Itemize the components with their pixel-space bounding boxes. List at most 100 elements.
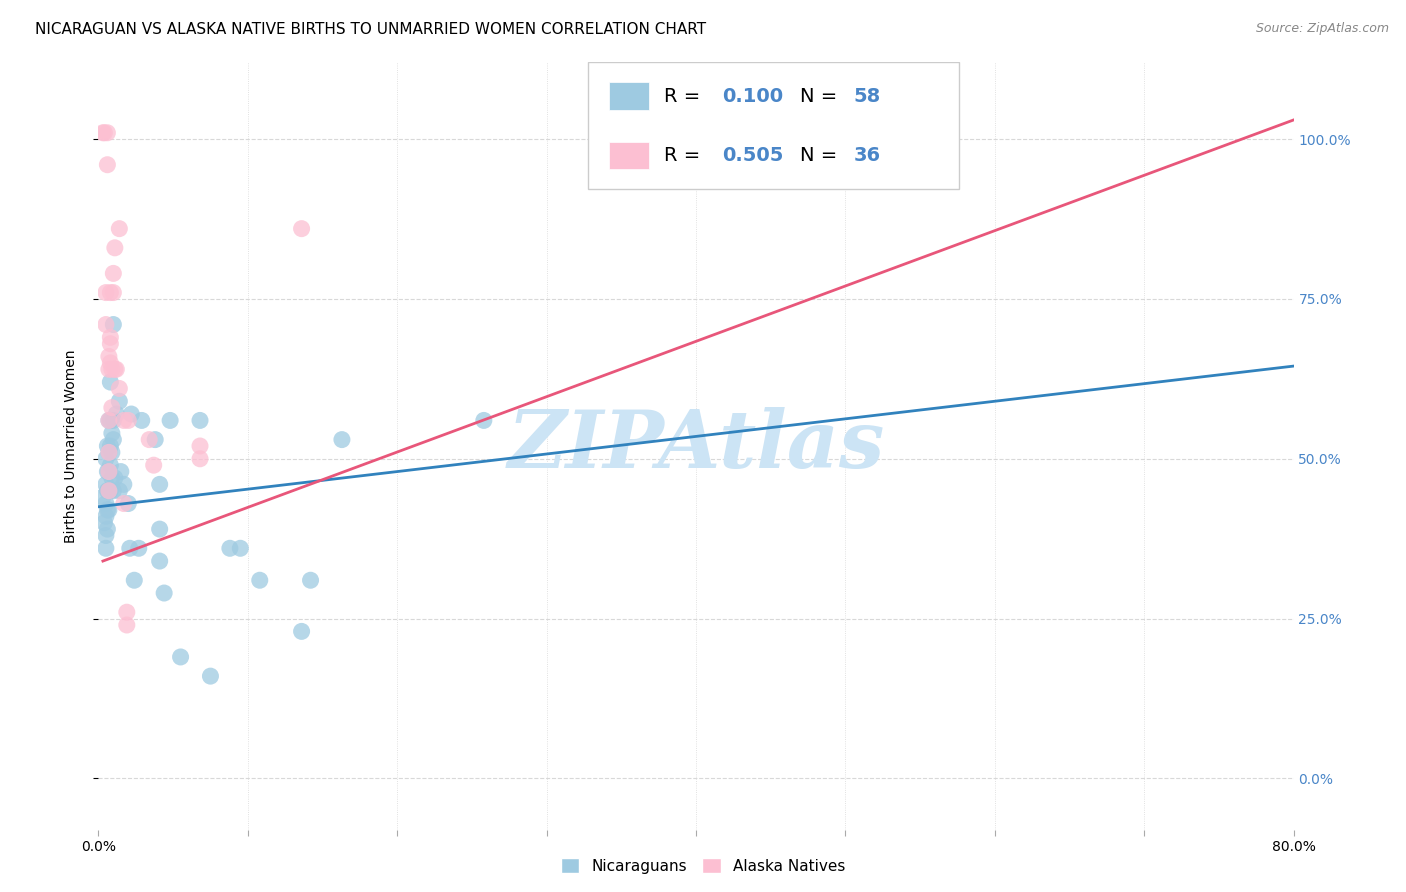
Point: [96, 522, 118, 536]
Point: [108, 483, 131, 498]
Point: [200, 669, 222, 683]
Point: [149, 522, 172, 536]
Point: [93, 516, 115, 530]
Y-axis label: Births to Unmarried Women: Births to Unmarried Women: [63, 350, 77, 542]
Point: [98, 356, 122, 370]
Point: [97, 413, 120, 427]
Point: [131, 413, 153, 427]
FancyBboxPatch shape: [609, 82, 650, 110]
Point: [97, 445, 120, 459]
Point: [229, 541, 252, 556]
Point: [112, 477, 135, 491]
Point: [94, 477, 117, 491]
Point: [97, 483, 120, 498]
Point: [98, 285, 122, 300]
Point: [108, 382, 131, 396]
Point: [101, 401, 124, 415]
Point: [219, 541, 242, 556]
Point: [115, 605, 138, 619]
Point: [105, 407, 128, 421]
Point: [97, 350, 120, 364]
FancyBboxPatch shape: [609, 142, 650, 169]
Text: N =: N =: [800, 146, 844, 165]
Point: [128, 541, 150, 556]
Point: [143, 433, 166, 447]
Point: [97, 465, 120, 479]
Point: [103, 483, 125, 498]
Point: [138, 433, 160, 447]
Point: [98, 330, 122, 344]
Point: [900, 126, 922, 140]
Point: [159, 413, 181, 427]
Point: [112, 496, 135, 510]
Point: [101, 362, 124, 376]
Text: NICARAGUAN VS ALASKA NATIVE BIRTHS TO UNMARRIED WOMEN CORRELATION CHART: NICARAGUAN VS ALASKA NATIVE BIRTHS TO UN…: [35, 22, 706, 37]
Point: [188, 451, 211, 466]
Point: [110, 465, 132, 479]
Point: [98, 439, 122, 453]
Point: [93, 126, 115, 140]
Point: [101, 471, 124, 485]
Point: [472, 413, 495, 427]
Point: [105, 362, 128, 376]
Text: 36: 36: [853, 146, 880, 165]
Point: [103, 413, 125, 427]
Point: [249, 573, 271, 587]
Point: [169, 649, 191, 664]
Point: [104, 471, 127, 485]
Point: [117, 496, 139, 510]
Text: 0.100: 0.100: [723, 87, 783, 105]
FancyBboxPatch shape: [589, 62, 959, 189]
Legend: Nicaraguans, Alaska Natives: Nicaraguans, Alaska Natives: [555, 852, 851, 880]
Text: R =: R =: [664, 87, 706, 105]
Point: [103, 285, 125, 300]
Point: [103, 266, 125, 280]
Point: [91, 126, 114, 140]
Text: 58: 58: [853, 87, 882, 105]
Point: [91, 490, 114, 504]
Point: [299, 573, 322, 587]
Text: N =: N =: [800, 87, 844, 105]
Point: [97, 465, 120, 479]
Point: [101, 426, 124, 441]
Point: [94, 528, 117, 542]
Point: [108, 221, 131, 235]
Point: [94, 451, 117, 466]
Point: [98, 375, 122, 389]
Text: 0.505: 0.505: [723, 146, 783, 165]
Point: [104, 362, 127, 376]
Point: [94, 541, 117, 556]
Point: [96, 503, 118, 517]
Text: ZIPAtlas: ZIPAtlas: [508, 408, 884, 484]
Point: [115, 618, 138, 632]
Point: [188, 439, 211, 453]
Point: [149, 477, 172, 491]
Point: [98, 336, 122, 351]
Point: [188, 413, 211, 427]
Point: [96, 465, 118, 479]
Point: [94, 318, 117, 332]
Point: [97, 483, 120, 498]
Point: [97, 445, 120, 459]
Point: [118, 541, 141, 556]
Point: [94, 509, 117, 524]
Point: [98, 483, 122, 498]
Point: [104, 241, 127, 255]
Point: [97, 503, 120, 517]
Text: R =: R =: [664, 146, 706, 165]
Point: [108, 394, 131, 409]
Point: [96, 439, 118, 453]
Point: [97, 362, 120, 376]
Point: [149, 554, 172, 568]
Point: [96, 158, 118, 172]
Point: [103, 433, 125, 447]
Point: [117, 413, 139, 427]
Point: [94, 496, 117, 510]
Point: [153, 586, 176, 600]
Point: [94, 285, 117, 300]
Point: [291, 624, 314, 639]
Point: [120, 407, 142, 421]
Text: Source: ZipAtlas.com: Source: ZipAtlas.com: [1256, 22, 1389, 36]
Point: [97, 413, 120, 427]
Point: [96, 126, 118, 140]
